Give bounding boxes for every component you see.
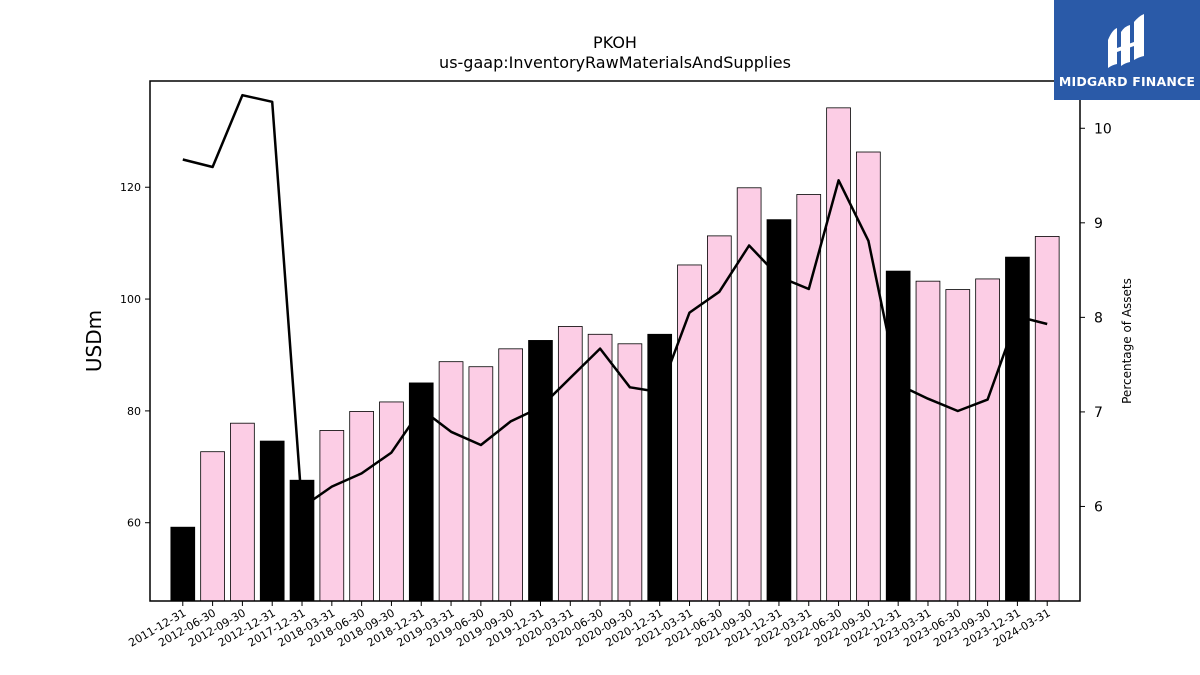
bar	[200, 451, 225, 602]
chart-subtitle: us-gaap:InventoryRawMaterialsAndSupplies	[439, 53, 791, 72]
line-series	[182, 93, 1048, 509]
bar	[230, 422, 255, 602]
bar	[885, 270, 911, 602]
bar	[617, 343, 643, 602]
bar	[1005, 256, 1030, 602]
bar	[647, 333, 673, 602]
midgard-logo-icon	[1108, 13, 1144, 68]
bar	[557, 326, 583, 602]
bar	[349, 411, 374, 602]
bar	[259, 440, 285, 602]
y2-tick-label: 6	[1094, 499, 1103, 515]
brand-name: MIDGARD FINANCE	[1058, 73, 1196, 89]
bar	[736, 187, 762, 602]
bar	[379, 401, 404, 602]
y-tick-label: 80	[127, 405, 141, 418]
brand-logo: MIDGARD FINANCE	[1054, 0, 1200, 100]
bar	[170, 526, 196, 602]
bar	[498, 348, 523, 602]
bar	[945, 289, 971, 602]
y-tick-label: 60	[127, 517, 141, 530]
chart-title: PKOH	[593, 33, 637, 52]
bar	[438, 361, 464, 602]
y2-tick-label: 8	[1094, 310, 1103, 326]
y2-tick-label: 7	[1094, 405, 1103, 421]
bar	[856, 151, 881, 602]
bar	[468, 366, 494, 602]
y2-tick-label: 9	[1094, 216, 1103, 232]
bar	[528, 340, 553, 602]
y-tick-label: 100	[120, 293, 141, 306]
bar	[1034, 236, 1060, 602]
y2-tick-label: 10	[1094, 121, 1112, 137]
plot-frame	[149, 80, 1081, 602]
bar	[975, 278, 1000, 602]
bar	[915, 280, 941, 602]
y-axis-label: USDm	[82, 310, 106, 372]
bar	[319, 430, 345, 602]
bar-series	[170, 107, 1060, 602]
y-tick-label: 120	[120, 181, 141, 194]
y2-axis-label: Percentage of Assets	[1120, 278, 1134, 404]
percentage-line	[182, 93, 1048, 509]
bar	[587, 333, 613, 602]
